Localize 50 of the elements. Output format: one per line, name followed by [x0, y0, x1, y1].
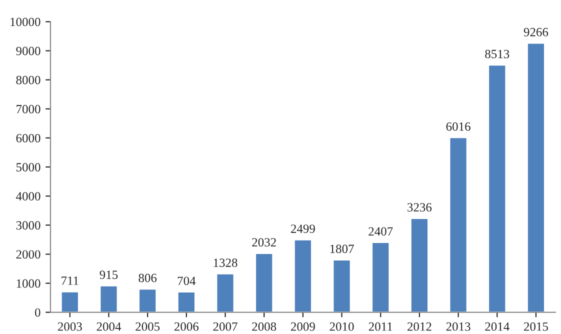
data-label: 1328 [214, 258, 238, 267]
x-tick-label: 2015 [524, 322, 548, 331]
y-tick-label: 0 [34, 308, 40, 317]
data-label: 8513 [485, 50, 510, 58]
x-tick-label: 2011 [368, 322, 392, 331]
y-tick-label: 4000 [16, 192, 40, 201]
bar [488, 64, 507, 312]
x-tick-label: 2004 [96, 322, 122, 331]
y-tick-label: 7000 [16, 104, 40, 114]
data-label: 2499 [290, 224, 315, 233]
data-label: 2032 [252, 238, 276, 247]
y-tick-label: 6000 [16, 134, 40, 142]
bar [526, 42, 546, 312]
y-tick-label: 10000 [10, 18, 40, 26]
data-label: 704 [178, 276, 196, 286]
x-tick-label: 2010 [330, 322, 354, 331]
data-label: 915 [100, 270, 118, 279]
y-tick-label: 5000 [16, 163, 40, 172]
x-tick-label: 2007 [213, 322, 238, 331]
x-tick-label: 2003 [58, 322, 82, 331]
bar [294, 238, 312, 312]
data-label: 3236 [408, 203, 432, 212]
y-tick-label: 9000 [16, 46, 40, 56]
bar [254, 252, 274, 312]
bar [99, 285, 118, 312]
x-tick-label: 2013 [446, 322, 470, 331]
bar [60, 290, 80, 312]
data-label: 806 [138, 274, 157, 282]
bar [216, 273, 235, 312]
y-tick-label: 2000 [16, 250, 40, 259]
bar [371, 242, 390, 312]
bar [448, 136, 468, 312]
data-label: 6016 [446, 122, 470, 131]
y-tick-label: 1000 [16, 279, 40, 288]
data-label: 711 [62, 276, 78, 285]
x-tick-label: 2009 [290, 322, 315, 331]
bar [138, 288, 158, 312]
y-tick-label: 8000 [16, 76, 40, 84]
x-tick-label: 2006 [174, 322, 199, 331]
x-tick-label: 2012 [408, 322, 432, 331]
data-label: 1807 [330, 244, 354, 254]
x-tick-label: 2005 [136, 322, 160, 331]
bar [410, 218, 429, 312]
bar [332, 259, 352, 312]
y-tick-label: 3000 [16, 221, 40, 230]
bar [176, 291, 196, 312]
data-label: 9266 [524, 28, 548, 36]
x-tick-label: 2014 [485, 322, 510, 331]
data-label: 2407 [368, 227, 393, 236]
x-tick-label: 2008 [252, 322, 276, 331]
